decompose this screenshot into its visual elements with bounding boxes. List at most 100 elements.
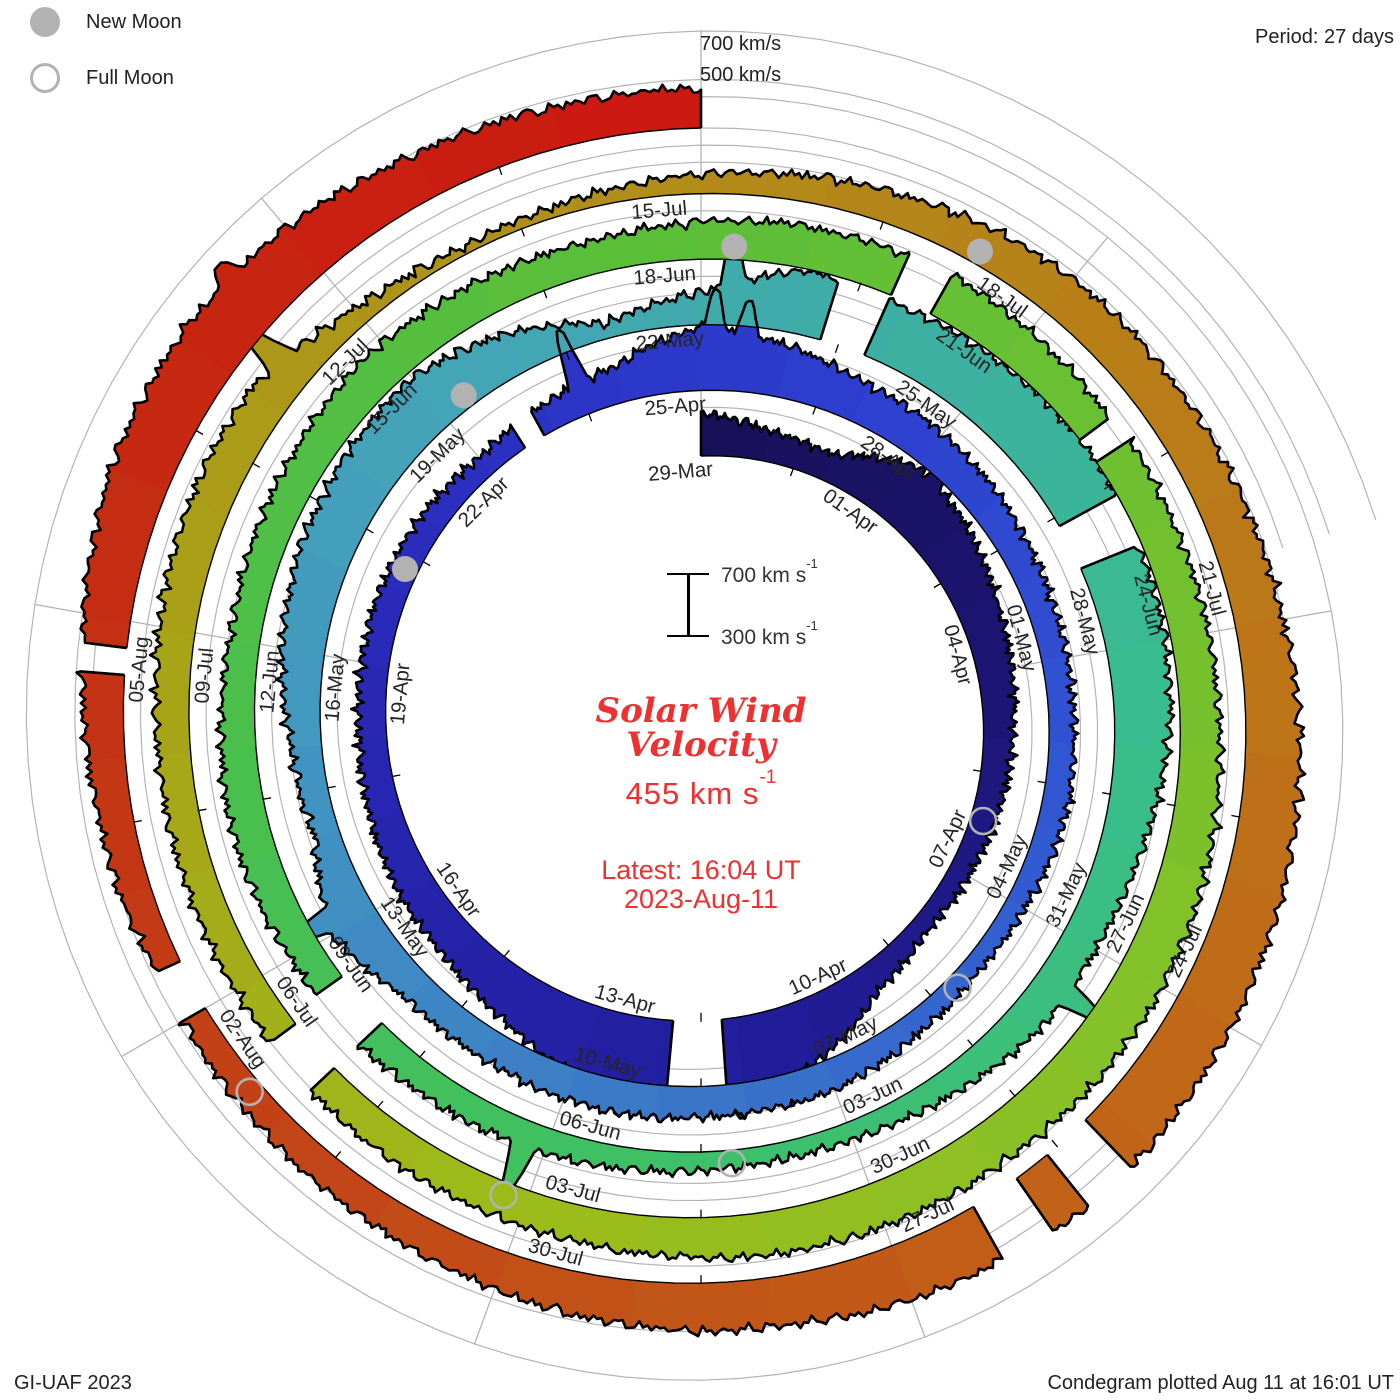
velocity-trace — [214, 215, 911, 996]
band-baseline — [381, 568, 1116, 1153]
latest-velocity-value: 455 km s-1 — [625, 767, 777, 811]
band-baseline — [204, 1007, 974, 1284]
band-segment — [156, 499, 228, 636]
full-moon-marker — [968, 806, 998, 836]
latest-timestamp: Latest: 16:04 UT 2023-Aug-11 — [601, 855, 801, 915]
day-tick — [132, 819, 142, 823]
velocity-trace — [309, 435, 1227, 1263]
day-tick — [498, 166, 503, 176]
band-baseline — [188, 192, 1247, 1121]
scale-bar-top-cap — [667, 573, 709, 575]
day-tick — [334, 1150, 342, 1159]
day-tick — [990, 549, 999, 556]
credit-label: GI-UAF 2023 — [14, 1372, 132, 1394]
day-tick — [1037, 780, 1047, 784]
band-baseline — [1016, 1154, 1048, 1179]
day-tick — [197, 808, 207, 812]
date-label: 16-May — [320, 652, 349, 723]
day-tick — [1051, 1139, 1059, 1148]
date-label: 12-Jun — [255, 649, 284, 714]
day-tick — [308, 495, 317, 501]
scale-bar-top-label: 700 km s-1 — [721, 555, 818, 588]
scale-bar-bottom-label: 300 km s-1 — [721, 617, 818, 650]
date-label: 05-Aug — [124, 636, 153, 704]
day-tick — [460, 1000, 468, 1008]
legend-new-moon-label: New Moon — [86, 10, 182, 33]
day-tick — [882, 938, 890, 947]
band-segment — [84, 752, 151, 896]
day-tick — [391, 774, 401, 778]
day-tick — [365, 527, 374, 534]
day-tick — [422, 560, 431, 567]
velocity-trace — [356, 545, 1176, 1196]
day-tick — [565, 350, 570, 360]
date-label: 18-Jun — [632, 262, 696, 290]
legend-full-moon: Full Moon — [30, 63, 174, 93]
day-tick — [967, 1039, 974, 1048]
day-tick — [812, 405, 817, 415]
velocity-trace — [75, 670, 181, 973]
day-tick — [924, 988, 932, 997]
scale-bar — [687, 574, 690, 636]
date-label: 19-Apr — [386, 662, 415, 726]
day-tick — [857, 282, 862, 292]
day-tick — [1103, 484, 1113, 490]
new-moon-marker — [450, 382, 477, 409]
day-tick — [972, 769, 983, 773]
velocity-trace — [349, 423, 675, 1117]
moon-markers — [235, 233, 998, 1210]
scale-bar-bottom-cap — [667, 635, 709, 637]
full-moon-marker — [235, 1077, 264, 1107]
day-tick — [879, 220, 884, 230]
date-label: 15-Jul — [630, 197, 688, 224]
day-tick — [933, 582, 943, 589]
legend-new-moon: New Moon — [30, 7, 182, 37]
band-baseline — [385, 447, 674, 1022]
day-tick — [834, 344, 840, 354]
velocity-trace — [274, 230, 1080, 1124]
day-tick — [1231, 814, 1241, 818]
band-segment — [416, 103, 568, 196]
period-label: Period: 27 days — [1255, 26, 1394, 48]
band-baseline — [864, 354, 1060, 527]
new-moon-marker — [392, 556, 418, 582]
date-label: 09-Jul — [190, 647, 218, 705]
date-label: 25-Apr — [644, 392, 707, 420]
full-moon-marker — [717, 1148, 747, 1178]
band-baseline — [929, 313, 1081, 441]
velocity-bands — [75, 83, 1307, 1338]
band-segment — [277, 549, 348, 658]
band-baseline — [333, 461, 1182, 1219]
band-baseline — [319, 323, 1050, 1088]
band-segment — [932, 1010, 1036, 1099]
new-moon-icon — [30, 7, 60, 37]
day-tick — [418, 1050, 426, 1059]
band-segment — [238, 847, 321, 959]
velocity-trace — [79, 83, 703, 650]
new-moon-marker — [721, 233, 748, 260]
velocity-trace — [177, 1006, 1004, 1338]
band-segment — [227, 528, 288, 646]
gridline-label-500: 500 km/s — [700, 64, 782, 86]
new-moon-marker — [967, 238, 993, 265]
day-tick — [503, 949, 510, 958]
chart-title: Solar Wind Velocity — [595, 691, 807, 765]
grid-spiral — [700, 127, 1284, 548]
full-moon-marker — [943, 973, 972, 1003]
legend-full-moon-label: Full Moon — [86, 66, 174, 89]
band-segment — [475, 238, 596, 315]
day-tick — [587, 412, 593, 422]
day-tick — [1166, 803, 1176, 807]
date-label: 29-Mar — [647, 458, 714, 486]
velocity-trace — [1015, 1153, 1090, 1232]
day-tick — [1047, 516, 1056, 523]
band-baseline — [126, 127, 702, 649]
day-tick — [520, 227, 525, 237]
tick-marks — [132, 166, 1241, 1285]
day-tick — [376, 1100, 384, 1109]
velocity-trace — [148, 168, 1307, 1168]
day-tick — [1160, 451, 1170, 457]
band-segment — [959, 896, 1027, 979]
velocity-trace — [699, 409, 1021, 1120]
